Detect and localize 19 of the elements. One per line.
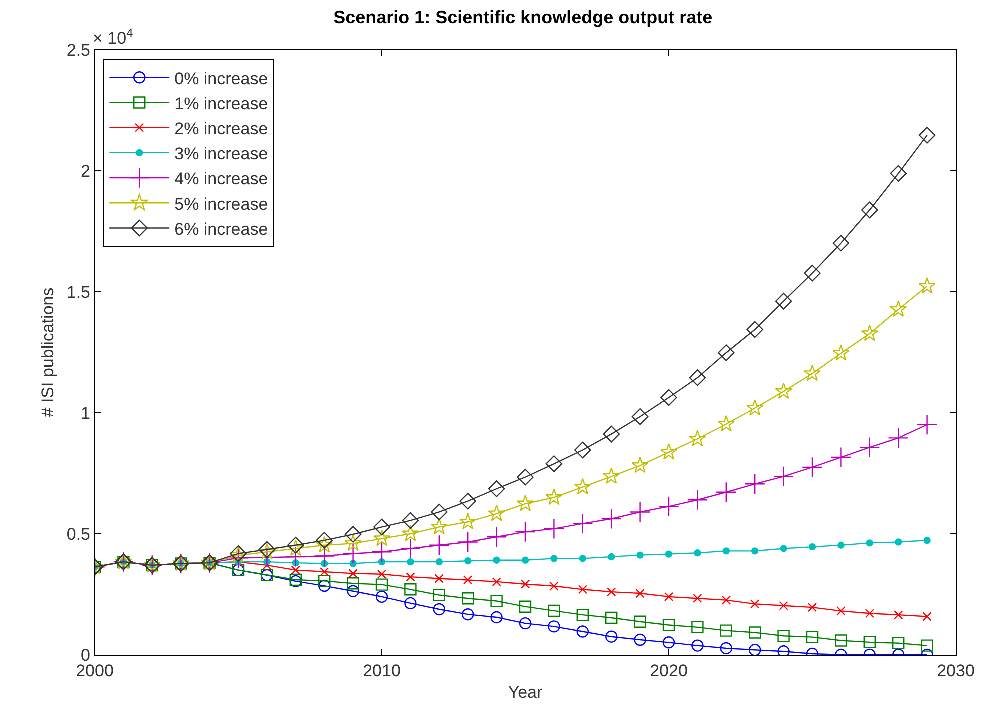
x-tick-label: 2010 (363, 662, 401, 680)
y-axis-title: # ISI publications (38, 288, 58, 418)
legend-label: 4% increase (174, 170, 268, 189)
chart-title: Scenario 1: Scientific knowledge output rate (334, 7, 713, 28)
x-axis-title: Year (508, 682, 544, 702)
legend-label: 6% increase (174, 220, 268, 239)
legend-label: 1% increase (174, 94, 268, 114)
y-tick-label: 1.5 (66, 282, 90, 302)
y-tick-label: 2 (81, 162, 90, 181)
legend-label: 2% increase (174, 119, 268, 138)
x-tick-label: 2020 (650, 662, 688, 680)
text: × 10$^{4}$ (93, 26, 134, 48)
legend-label: 5% increase (174, 194, 268, 214)
legend-label: 3% increase (174, 144, 268, 164)
x-tick-label: 2030 (937, 662, 975, 680)
legend-label: 0% increase (174, 69, 268, 88)
y-tick-label: 1 (81, 404, 90, 423)
y-tick-label: 2.5 (66, 40, 90, 60)
y-tick-label: 0.5 (66, 524, 90, 544)
